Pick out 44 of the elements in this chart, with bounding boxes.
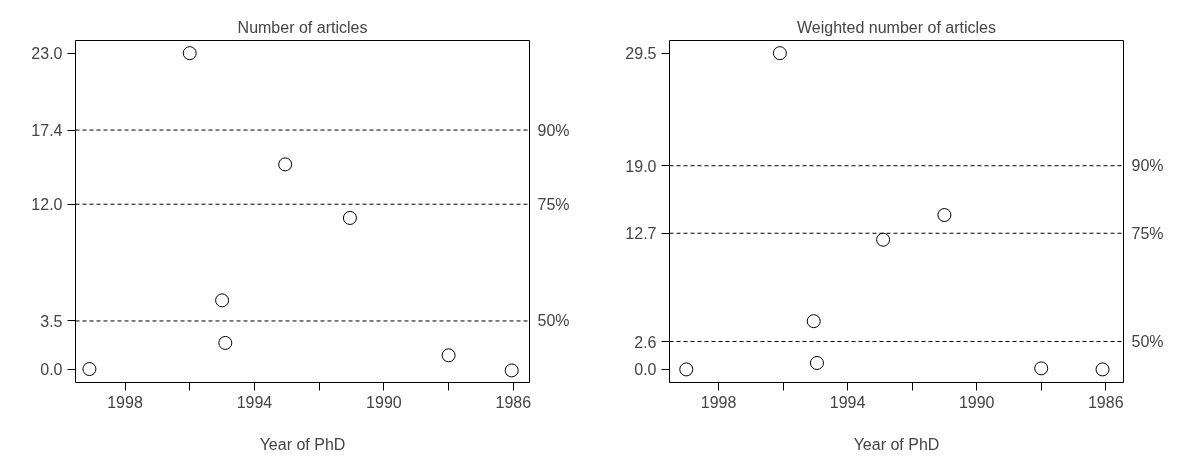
chart-title: Weighted number of articles [797,18,996,36]
point [809,356,824,370]
point [1034,361,1049,376]
chart-title: Number of articles [237,18,368,36]
x-tick-label: 1998 [700,393,737,411]
point [441,348,456,363]
y-tick-label: 12.0 [31,196,63,214]
point [806,314,821,329]
point [82,362,97,377]
point [876,232,891,247]
x-tick-label: 1990 [958,393,995,411]
point [772,46,787,61]
text: 90% [1131,157,1164,175]
text: 75% [537,195,570,213]
point [679,362,694,377]
point [218,335,233,350]
y-tick-label: 19.0 [625,157,657,175]
x-axis-title: Year of PhD [259,435,346,453]
y-tick-label: 0.0 [634,361,657,379]
y-tick-label: 12.7 [625,225,657,243]
x-tick-label: 1986 [1087,393,1124,411]
y-tick-label: 17.4 [31,122,63,140]
point [342,210,357,225]
y-tick-label: 0.0 [40,361,63,379]
x-tick-label: 1998 [107,393,143,411]
text: 75% [1131,224,1164,242]
point [937,208,952,223]
y-tick-label: 3.5 [40,312,63,330]
y-tick-label: 23.0 [31,45,63,63]
text: 50% [537,312,570,330]
x-tick-label: 1994 [236,393,273,411]
x-tick-label: 1994 [829,393,866,411]
text: 50% [1131,333,1164,351]
x-tick-label: 1990 [366,393,402,411]
point [1095,362,1110,377]
point [215,293,230,308]
point [278,157,293,172]
y-tick-label: 2.6 [634,333,657,351]
point [182,46,197,61]
y-tick-label: 29.5 [625,45,657,63]
text: 90% [537,121,570,139]
x-tick-label: 1986 [495,393,532,411]
x-axis-title: Year of PhD [853,435,940,453]
point [504,363,519,378]
